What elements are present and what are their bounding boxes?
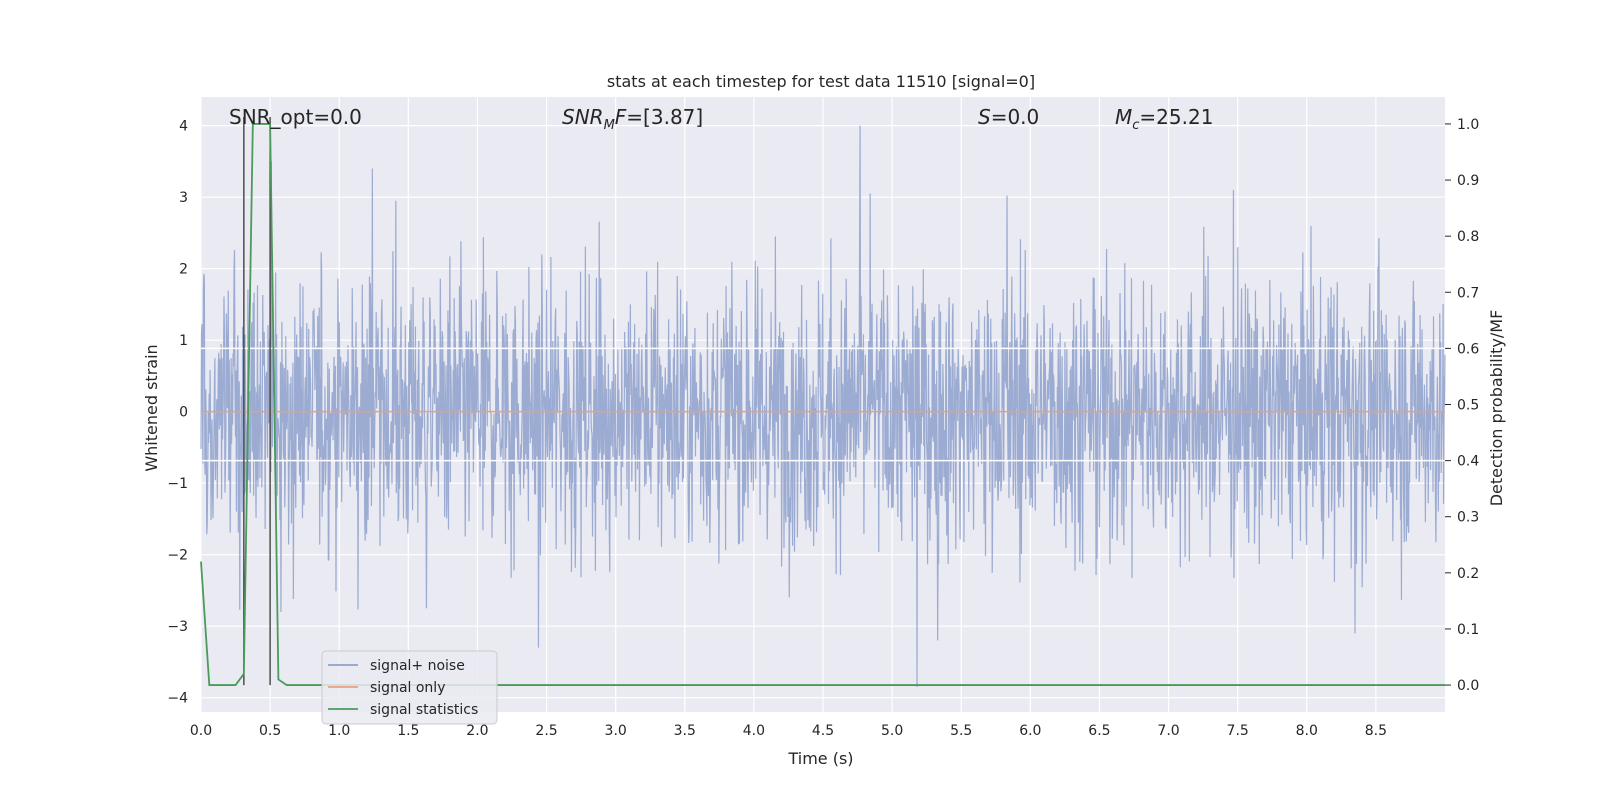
legend-label: signal statistics xyxy=(370,702,478,718)
y-tick-label: 0 xyxy=(179,405,188,421)
x-tick-label: 4.5 xyxy=(812,723,834,739)
x-tick-label: 2.0 xyxy=(466,723,488,739)
x-tick-label: 8.0 xyxy=(1296,723,1318,739)
y2-tick-label: 0.4 xyxy=(1457,454,1479,470)
x-tick-label: 7.0 xyxy=(1157,723,1179,739)
y2-tick-label: 0.6 xyxy=(1457,341,1479,357)
legend-label: signal only xyxy=(370,680,445,696)
x-tick-label: 0.5 xyxy=(259,723,281,739)
y2-tick-label: 0.5 xyxy=(1457,398,1479,414)
legend: signal+ noise signal only signal statistic… xyxy=(321,650,498,725)
y-tick-label: −4 xyxy=(167,691,188,707)
series-lines xyxy=(200,117,1445,686)
y-axis-ticks: −4 −3 −2 −1 0 1 2 3 4 xyxy=(167,119,188,707)
legend-box xyxy=(321,650,498,725)
series-line-signal-noise xyxy=(200,125,1446,687)
y-tick-label: 1 xyxy=(179,333,188,349)
y2-tick-label: 0.9 xyxy=(1457,173,1479,189)
y2-axis-ticks: 0.0 0.1 0.2 0.3 0.4 0.5 0.6 0.7 0.8 0.9 1.0 xyxy=(1445,117,1479,694)
x-tick-label: 2.5 xyxy=(535,723,557,739)
y2-tick-label: 0.8 xyxy=(1457,229,1479,245)
x-tick-label: 8.5 xyxy=(1365,723,1387,739)
y-tick-label: −1 xyxy=(167,476,188,492)
annotation-snr-mf: SNRMF=[3.87] xyxy=(562,105,703,133)
y2-tick-label: 0.7 xyxy=(1457,285,1479,301)
x-tick-label: 5.5 xyxy=(950,723,972,739)
y-tick-label: 3 xyxy=(179,190,188,206)
x-tick-label: 7.5 xyxy=(1227,723,1249,739)
y-tick-label: 4 xyxy=(179,119,188,135)
y-tick-label: 2 xyxy=(179,262,188,278)
x-tick-label: 1.5 xyxy=(397,723,419,739)
x-tick-label: 4.0 xyxy=(743,723,765,739)
chart-title: stats at each timestep for test data 115… xyxy=(607,72,1035,91)
x-tick-label: 1.0 xyxy=(328,723,350,739)
y2-tick-label: 0.1 xyxy=(1457,622,1479,638)
y2-tick-label: 1.0 xyxy=(1457,117,1479,133)
y-axis-label: Whitened strain xyxy=(142,344,161,471)
x-tick-label: 3.5 xyxy=(674,723,696,739)
y-tick-label: −3 xyxy=(167,619,188,635)
annotation-s: S=0.0 xyxy=(978,105,1039,129)
x-tick-label: 6.0 xyxy=(1019,723,1041,739)
y-tick-label: −2 xyxy=(167,548,188,564)
y2-tick-label: 0.3 xyxy=(1457,510,1479,526)
series-signal-noise xyxy=(200,125,1446,687)
y2-tick-label: 0.2 xyxy=(1457,566,1479,582)
y2-tick-label: 0.0 xyxy=(1457,678,1479,694)
x-tick-label: 5.0 xyxy=(881,723,903,739)
x-tick-label: 3.0 xyxy=(605,723,627,739)
x-axis-ticks: 0.0 0.5 1.0 1.5 2.0 2.5 3.0 3.5 4.0 4.5 5.0 5.5 6.0 6… xyxy=(190,723,1387,739)
x-axis-label: Time (s) xyxy=(787,749,853,768)
x-tick-label: 6.5 xyxy=(1088,723,1110,739)
series-line-signal-statistics xyxy=(200,123,1445,686)
annotations: SNR_opt=0.0 SNRMF=[3.87] S=0.0 Mc=25.21 xyxy=(229,105,1213,133)
annotation-mc: Mc=25.21 xyxy=(1115,105,1213,133)
legend-label: signal+ noise xyxy=(370,658,465,674)
annotation-snr-opt: SNR_opt=0.0 xyxy=(229,105,362,129)
y2-axis-label: Detection probability/MF xyxy=(1487,310,1506,507)
x-tick-label: 0.0 xyxy=(190,723,212,739)
